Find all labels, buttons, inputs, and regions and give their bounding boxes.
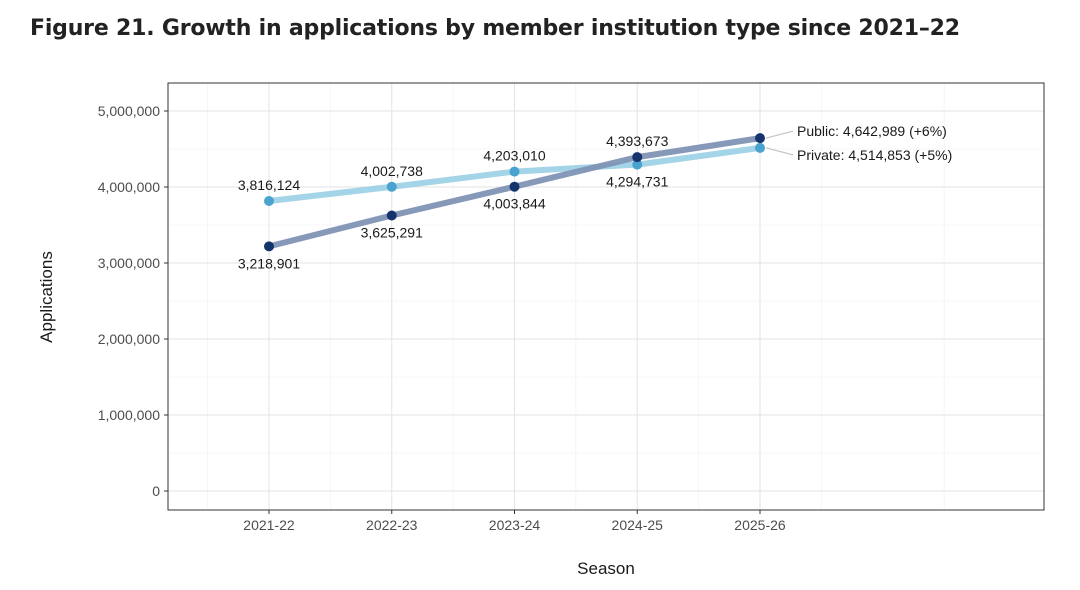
x-tick-label: 2022-23 bbox=[366, 517, 418, 533]
data-point-private bbox=[509, 166, 520, 177]
y-tick-label: 4,000,000 bbox=[98, 179, 160, 195]
data-label-private: 4,203,010 bbox=[483, 148, 545, 164]
plot-panel-border bbox=[167, 82, 1045, 511]
data-point-public bbox=[386, 210, 397, 221]
data-label-public: 3,218,901 bbox=[238, 255, 300, 271]
grid-lines bbox=[168, 83, 1044, 510]
data-labels: 3,816,124 4,002,738 4,203,010 4,294,731 3,21… bbox=[238, 123, 952, 271]
series-lines bbox=[264, 133, 765, 252]
y-tick-label: 1,000,000 bbox=[98, 407, 160, 423]
x-tick-label: 2025-26 bbox=[734, 517, 786, 533]
x-tick-label: 2024-25 bbox=[612, 517, 664, 533]
figure-title: Figure 21. Growth in applications by mem… bbox=[30, 16, 960, 41]
x-axis-title: Season bbox=[577, 559, 635, 578]
data-label-private: 3,816,124 bbox=[238, 177, 300, 193]
end-label-private: Private: 4,514,853 (+5%) bbox=[797, 147, 952, 163]
data-point-public bbox=[755, 133, 765, 144]
y-axis-title: Applications bbox=[37, 251, 56, 343]
data-label-public: 4,003,844 bbox=[483, 196, 545, 212]
y-tick-label: 0 bbox=[152, 483, 160, 499]
y-tick-label: 3,000,000 bbox=[98, 255, 160, 271]
data-label-private: 4,002,738 bbox=[361, 163, 423, 179]
x-tick-label: 2021-22 bbox=[243, 517, 295, 533]
end-label-leader bbox=[765, 147, 794, 156]
data-label-public: 3,625,291 bbox=[361, 224, 423, 240]
y-tick-label: 2,000,000 bbox=[98, 331, 160, 347]
end-label-public: Public: 4,642,989 (+6%) bbox=[797, 123, 947, 139]
data-point-public bbox=[632, 152, 643, 163]
x-tick-label: 2023-24 bbox=[489, 517, 541, 533]
data-label-public: 4,393,673 bbox=[606, 133, 668, 149]
data-point-public bbox=[264, 241, 274, 252]
y-tick-label: 5,000,000 bbox=[98, 103, 160, 119]
axes: 0 1,000,000 2,000,000 3,000,000 4,000,000 5,0… bbox=[98, 103, 786, 533]
data-point-private bbox=[386, 181, 397, 192]
data-point-public bbox=[509, 181, 520, 192]
data-point-private bbox=[632, 159, 643, 170]
end-label-leader bbox=[765, 130, 794, 139]
data-label-private: 4,294,731 bbox=[606, 174, 668, 190]
data-point-private bbox=[264, 195, 274, 206]
data-point-private bbox=[755, 142, 765, 153]
